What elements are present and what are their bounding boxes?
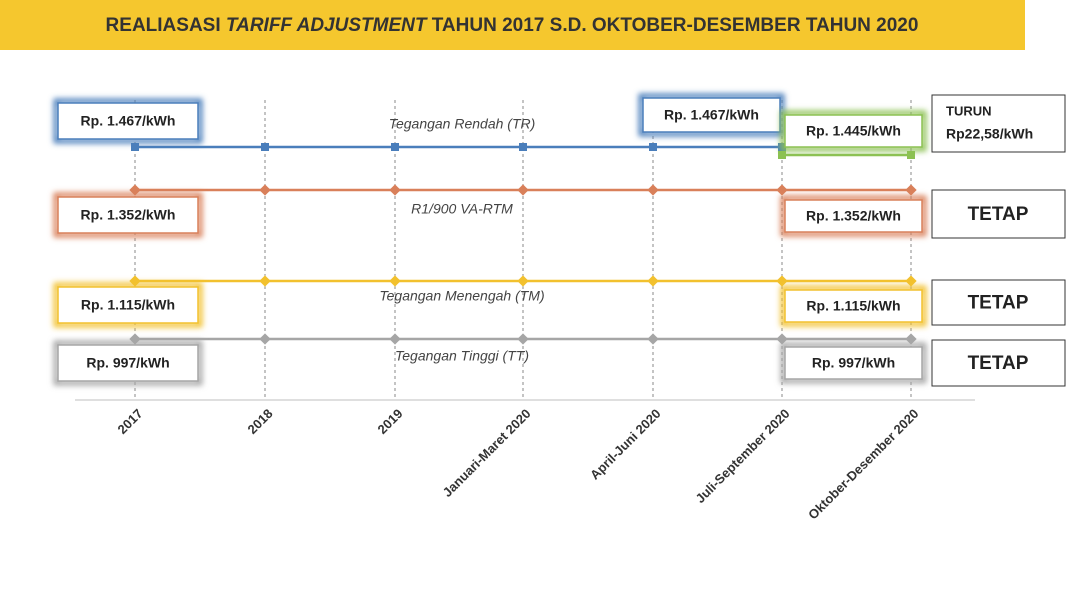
status-label: TETAP — [968, 204, 1029, 225]
period-label: Oktober-Desember 2020 — [805, 406, 921, 522]
title-bar — [0, 0, 1025, 50]
tariff-point — [389, 184, 401, 196]
line-name: Tegangan Rendah (TR) — [389, 116, 536, 132]
start-price-box — [57, 196, 199, 234]
status-label: TETAP — [968, 353, 1029, 374]
end-price-glow — [780, 195, 927, 237]
tariff-point — [259, 333, 271, 345]
start-price-glow — [53, 282, 203, 328]
end-price: Rp. 1.352/kWh — [806, 208, 901, 224]
tariff-point-new — [778, 151, 786, 159]
tariff-point — [905, 275, 917, 287]
period-label: 2017 — [114, 406, 145, 437]
period-label: Januari-Maret 2020 — [440, 406, 534, 500]
tariff-point-new — [907, 151, 915, 159]
tariff-point — [905, 333, 917, 345]
tariff-point — [517, 184, 529, 196]
start-price: Rp. 997/kWh — [86, 355, 169, 371]
end-price: Rp. 997/kWh — [812, 355, 895, 371]
tariff-point — [517, 275, 529, 287]
title: REALIASASI TARIFF ADJUSTMENT TAHUN 2017 … — [106, 15, 919, 36]
tariff-point — [391, 143, 399, 151]
end-price: Rp. 1.445/kWh — [806, 123, 901, 139]
start-price-glow — [53, 192, 203, 238]
tariff-point — [647, 275, 659, 287]
tariff-point — [776, 333, 788, 345]
tariff-point — [776, 184, 788, 196]
tariff-point — [131, 143, 139, 151]
end-price-glow — [780, 110, 927, 152]
line-name: Tegangan Menengah (TM) — [379, 288, 544, 304]
start-price-glow — [53, 98, 203, 144]
tariff-point — [649, 143, 657, 151]
start-price: Rp. 1.352/kWh — [81, 207, 176, 223]
start-price: Rp. 1.467/kWh — [81, 113, 176, 129]
end-price-box — [784, 289, 923, 323]
tariff-point — [261, 143, 269, 151]
mid-price: Rp. 1.467/kWh — [664, 107, 759, 123]
status-box — [931, 339, 1066, 387]
end-price-box — [784, 114, 923, 148]
period-label: April-Juni 2020 — [587, 406, 664, 483]
period-label: 2019 — [374, 406, 405, 437]
tariff-point — [259, 184, 271, 196]
status-box — [931, 189, 1066, 239]
tariff-point — [647, 184, 659, 196]
period-label: 2018 — [244, 406, 275, 437]
tariff-point — [389, 333, 401, 345]
line-name: Tegangan Tinggi (TT) — [395, 348, 529, 364]
line-name: R1/900 VA-RTM — [411, 201, 513, 217]
end-price-box — [784, 346, 923, 380]
end-price-glow — [780, 285, 927, 327]
status-detail: Rp22,58/kWh — [946, 126, 1033, 142]
period-label: Juli-September 2020 — [693, 406, 793, 506]
tariff-point — [259, 275, 271, 287]
tariff-point — [905, 184, 917, 196]
end-price-box — [784, 199, 923, 233]
status-box — [931, 94, 1066, 153]
start-price-box — [57, 286, 199, 324]
end-price: Rp. 1.115/kWh — [806, 298, 900, 314]
status-label: TURUN — [946, 103, 992, 118]
status-box — [931, 279, 1066, 326]
title-emphasis: TARIFF ADJUSTMENT — [226, 15, 428, 36]
tariff-point — [647, 333, 659, 345]
start-price-box — [57, 344, 199, 382]
title-suffix: TAHUN 2017 S.D. OKTOBER-DESEMBER TAHUN 2… — [432, 15, 919, 36]
mid-price-box — [642, 97, 781, 133]
start-price: Rp. 1.115/kWh — [81, 297, 175, 313]
title-prefix: REALIASASI — [106, 15, 221, 36]
tariff-point — [389, 275, 401, 287]
tariff-point — [776, 275, 788, 287]
tariff-point — [519, 143, 527, 151]
tariff-point — [517, 333, 529, 345]
start-price-box — [57, 102, 199, 140]
start-price-glow — [53, 340, 203, 386]
end-price-glow — [780, 342, 927, 384]
status-label: TETAP — [968, 293, 1029, 314]
diagram: 2017 2018 2019 Januari-Maret 2020 April-Juni… — [53, 93, 1066, 522]
